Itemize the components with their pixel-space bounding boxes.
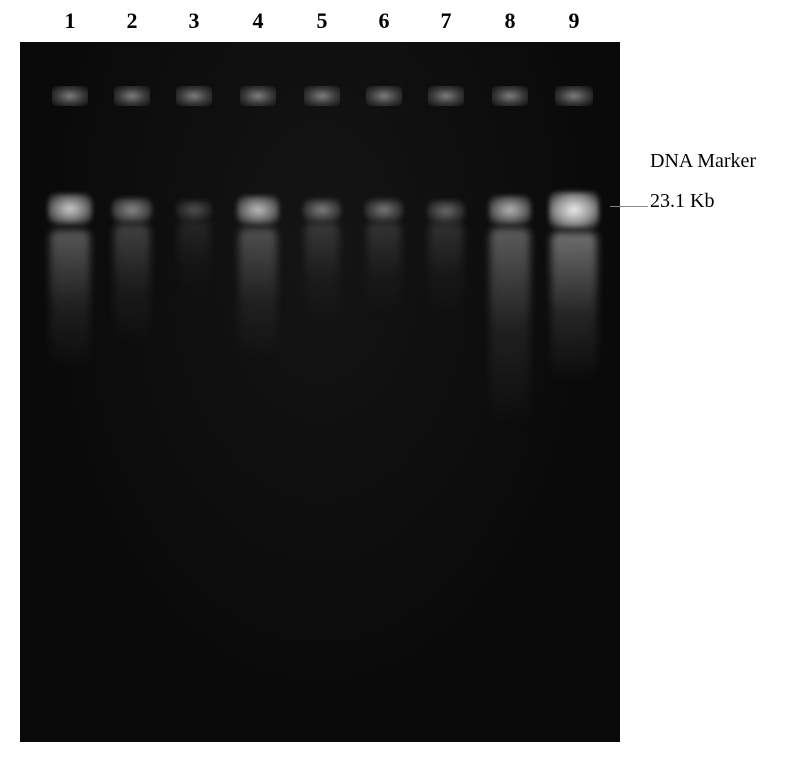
band-lane-7 — [427, 200, 465, 222]
band-lane-1 — [48, 194, 92, 224]
smear-lane-7 — [429, 222, 463, 322]
well-5 — [304, 86, 340, 106]
lane-number-5: 5 — [307, 8, 337, 34]
well-2 — [114, 86, 150, 106]
well-8 — [492, 86, 528, 106]
band-lane-8 — [489, 196, 531, 224]
band-lane-5 — [303, 199, 341, 221]
well-row — [20, 86, 620, 110]
lane-number-2: 2 — [117, 8, 147, 34]
well-7 — [428, 86, 464, 106]
smear-lane-2 — [114, 224, 150, 344]
well-9 — [555, 86, 593, 106]
band-lane-9 — [549, 192, 599, 228]
marker-pointer-line — [610, 206, 648, 207]
band-lane-2 — [112, 198, 152, 222]
smear-lane-9 — [551, 232, 597, 382]
well-3 — [176, 86, 212, 106]
lane-number-3: 3 — [179, 8, 209, 34]
smear-lane-8 — [490, 228, 530, 428]
gel-image — [20, 42, 620, 742]
smear-lane-6 — [367, 222, 401, 317]
lane-number-8: 8 — [495, 8, 525, 34]
lane-numbers-row: 1 2 3 4 5 6 7 8 9 — [20, 8, 620, 38]
gel-vignette — [20, 42, 620, 742]
smear-lane-1 — [50, 230, 90, 370]
lane-number-9: 9 — [559, 8, 589, 34]
well-4 — [240, 86, 276, 106]
smear-lane-4 — [239, 228, 277, 358]
well-1 — [52, 86, 88, 106]
smear-lane-3 — [178, 220, 210, 300]
band-lane-4 — [237, 196, 279, 224]
lane-number-7: 7 — [431, 8, 461, 34]
marker-label-size: 23.1 Kb — [650, 190, 714, 213]
lane-number-1: 1 — [55, 8, 85, 34]
band-lane-3 — [176, 200, 212, 220]
band-lane-6 — [365, 199, 403, 221]
well-6 — [366, 86, 402, 106]
lane-number-6: 6 — [369, 8, 399, 34]
smear-lane-5 — [305, 222, 339, 322]
marker-label-title: DNA Marker — [650, 150, 756, 173]
lane-number-4: 4 — [243, 8, 273, 34]
gel-figure: 1 2 3 4 5 6 7 8 9 — [0, 0, 800, 772]
